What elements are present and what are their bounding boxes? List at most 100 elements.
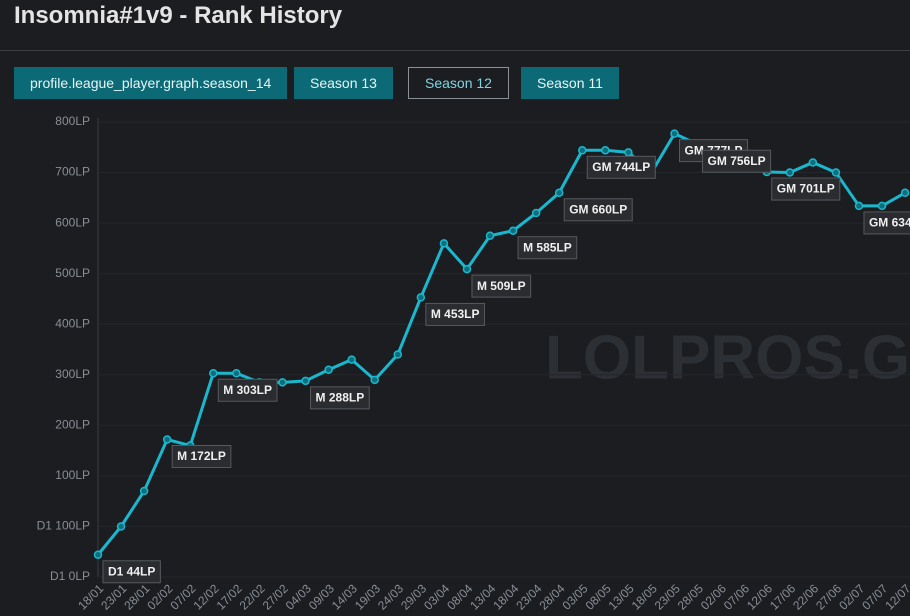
x-tick-label: 22/06 xyxy=(790,581,821,612)
x-tick-label: 24/03 xyxy=(375,581,406,612)
x-tick-label: 13/04 xyxy=(467,581,498,612)
point xyxy=(324,365,333,374)
label-box xyxy=(102,560,161,584)
point xyxy=(531,208,541,218)
point xyxy=(416,293,426,302)
label-box xyxy=(771,177,841,201)
data-label: M 453LP xyxy=(431,307,480,321)
point xyxy=(370,375,379,385)
x-tick-label: 12/07 xyxy=(882,581,910,612)
tab[interactable]: Season 12 xyxy=(408,67,509,99)
point xyxy=(139,486,149,496)
point xyxy=(808,158,818,167)
page-title: Insomnia#1v9 - Rank History xyxy=(14,2,343,29)
x-tick-label: 18/01 xyxy=(75,581,106,612)
point xyxy=(854,201,864,211)
x-tick-label: 27/06 xyxy=(813,581,844,612)
divider xyxy=(0,50,910,51)
x-tick-label: 19/03 xyxy=(352,581,383,612)
x-tick-label: 29/03 xyxy=(398,581,429,612)
y-tick-label: D1 0LP xyxy=(50,569,90,583)
x-tick-label: 12/02 xyxy=(191,581,222,612)
label-box xyxy=(217,378,278,402)
data-label: M 288LP xyxy=(316,391,365,405)
point xyxy=(877,201,887,211)
x-tick-label: 28/01 xyxy=(121,581,152,612)
point xyxy=(393,350,403,359)
y-tick-label: 600LP xyxy=(55,215,90,229)
label-box xyxy=(586,155,656,179)
x-tick-label: 09/03 xyxy=(306,581,337,612)
point xyxy=(462,264,472,274)
x-tick-label: 23/05 xyxy=(652,581,683,612)
point xyxy=(831,168,841,177)
x-tick-label: 23/01 xyxy=(98,581,129,612)
label-box xyxy=(517,236,578,260)
data-label: GM 744LP xyxy=(592,160,650,174)
x-tick-label: 18/04 xyxy=(490,581,521,612)
x-tick-label: 28/04 xyxy=(536,581,567,612)
x-tick-label: 03/04 xyxy=(421,581,452,612)
label-box xyxy=(471,274,532,298)
x-tick-label: 14/03 xyxy=(329,581,360,612)
data-label: D1 44LP xyxy=(108,564,155,578)
point xyxy=(232,369,241,378)
y-tick-label: 300LP xyxy=(55,367,90,381)
x-tick-label: 02/02 xyxy=(144,581,175,612)
x-tick-label: 07/02 xyxy=(167,581,198,612)
point xyxy=(278,378,287,387)
data-label: GM 701LP xyxy=(777,182,835,196)
x-tick-label: 02/06 xyxy=(698,581,729,612)
label-box xyxy=(310,386,370,410)
point xyxy=(209,369,218,378)
x-tick-label: 28/05 xyxy=(675,581,706,612)
point xyxy=(624,148,633,157)
y-tick-label: 800LP xyxy=(55,114,90,128)
label-box xyxy=(563,198,633,222)
point xyxy=(162,435,172,444)
point xyxy=(439,239,449,248)
tab[interactable]: profile.league_player.graph.season_14 xyxy=(14,67,288,99)
x-tick-label: 07/06 xyxy=(721,581,752,612)
x-tick-label: 13/05 xyxy=(606,581,637,612)
point xyxy=(93,550,103,560)
tab[interactable]: Season 11 xyxy=(521,67,619,99)
watermark: LOLPROS.GG xyxy=(545,323,910,392)
point xyxy=(601,146,610,155)
x-tick-label: 03/05 xyxy=(559,581,590,612)
point xyxy=(670,129,679,138)
point xyxy=(554,188,564,198)
x-tick-label: 02/07 xyxy=(836,581,867,612)
label-box xyxy=(702,149,772,173)
point xyxy=(116,522,126,531)
data-label: M 172LP xyxy=(177,449,226,463)
point xyxy=(485,231,495,240)
data-label: GM 634LP xyxy=(869,216,910,230)
label-box xyxy=(425,302,486,326)
data-label: M 509LP xyxy=(477,279,526,293)
data-label: M 303LP xyxy=(223,383,272,397)
data-label: GM 660LP xyxy=(569,202,627,216)
x-tick-label: 04/03 xyxy=(283,581,314,612)
point xyxy=(900,188,910,198)
y-tick-label: 200LP xyxy=(55,418,90,432)
x-tick-label: 18/05 xyxy=(629,581,660,612)
x-tick-label: 12/06 xyxy=(744,581,775,612)
point xyxy=(785,168,795,177)
x-tick-label: 17/02 xyxy=(214,581,245,612)
tab[interactable]: Season 13 xyxy=(294,67,393,99)
y-tick-label: 700LP xyxy=(55,165,90,179)
x-tick-label: 23/04 xyxy=(513,581,544,612)
y-tick-label: 100LP xyxy=(55,468,90,482)
point xyxy=(347,355,356,364)
x-tick-label: 08/05 xyxy=(583,581,614,612)
x-tick-label: 27/02 xyxy=(260,581,291,612)
y-tick-label: 400LP xyxy=(55,316,90,330)
data-label: GM 756LP xyxy=(708,154,766,168)
x-tick-label: 22/02 xyxy=(237,581,268,612)
x-tick-label: 07/07 xyxy=(859,581,890,612)
point xyxy=(578,146,587,155)
y-tick-label: 500LP xyxy=(55,266,90,280)
